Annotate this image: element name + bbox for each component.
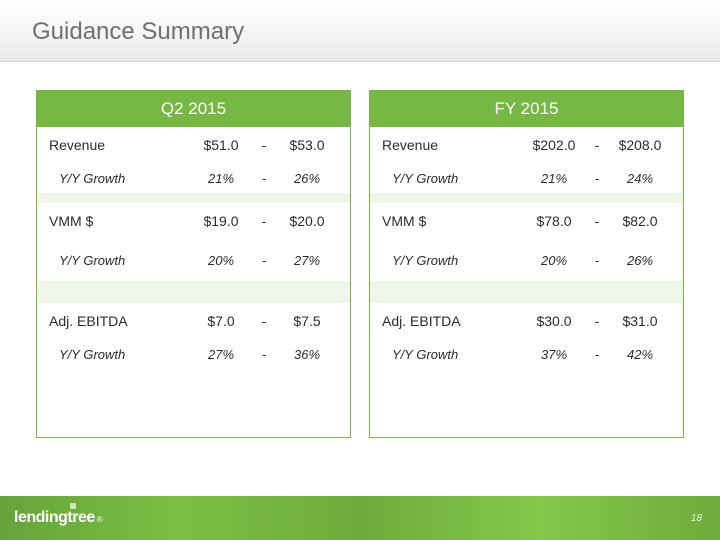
high-value: $31.0 bbox=[609, 313, 671, 329]
high-value: $82.0 bbox=[609, 213, 671, 229]
range-dash: - bbox=[585, 171, 609, 186]
range-dash: - bbox=[252, 347, 276, 362]
range-dash: - bbox=[252, 253, 276, 268]
range-dash: - bbox=[585, 347, 609, 362]
table-row: Y/Y Growth 20% - 26% bbox=[370, 239, 683, 281]
guidance-table: Revenue $51.0 - $53.0 Y/Y Growth 21% - 2… bbox=[37, 127, 350, 369]
metric-label: Y/Y Growth bbox=[382, 253, 523, 268]
table-row: Y/Y Growth 20% - 27% bbox=[37, 239, 350, 281]
panel-fy-2015: FY 2015 Revenue $202.0 - $208.0 Y/Y Grow… bbox=[369, 90, 684, 438]
range-dash: - bbox=[585, 313, 609, 329]
row-spacer bbox=[37, 281, 350, 303]
low-value: 20% bbox=[190, 253, 252, 268]
table-row: Y/Y Growth 27% - 36% bbox=[37, 339, 350, 369]
high-value: 42% bbox=[609, 347, 671, 362]
guidance-table: Revenue $202.0 - $208.0 Y/Y Growth 21% -… bbox=[370, 127, 683, 369]
panel-q2-2015: Q2 2015 Revenue $51.0 - $53.0 Y/Y Growth… bbox=[36, 90, 351, 438]
table-row: VMM $ $19.0 - $20.0 bbox=[37, 203, 350, 239]
high-value: $7.5 bbox=[276, 313, 338, 329]
metric-label: Adj. EBITDA bbox=[382, 313, 523, 329]
row-spacer bbox=[37, 193, 350, 203]
page-title: Guidance Summary bbox=[32, 18, 720, 46]
metric-label: Y/Y Growth bbox=[382, 347, 523, 362]
high-value: 36% bbox=[276, 347, 338, 362]
high-value: $208.0 bbox=[609, 137, 671, 153]
range-dash: - bbox=[252, 171, 276, 186]
range-dash: - bbox=[585, 137, 609, 153]
logo-text: lendingtree bbox=[14, 509, 95, 527]
range-dash: - bbox=[252, 137, 276, 153]
metric-label: Revenue bbox=[382, 137, 523, 153]
high-value: $20.0 bbox=[276, 213, 338, 229]
table-row: VMM $ $78.0 - $82.0 bbox=[370, 203, 683, 239]
metric-label: Y/Y Growth bbox=[49, 253, 190, 268]
table-row: Y/Y Growth 37% - 42% bbox=[370, 339, 683, 369]
table-row: Y/Y Growth 21% - 26% bbox=[37, 163, 350, 193]
metric-label: Y/Y Growth bbox=[49, 171, 190, 186]
range-dash: - bbox=[585, 253, 609, 268]
panel-header: FY 2015 bbox=[370, 91, 683, 127]
high-value: $53.0 bbox=[276, 137, 338, 153]
table-row: Adj. EBITDA $30.0 - $31.0 bbox=[370, 303, 683, 339]
title-bar: Guidance Summary bbox=[0, 0, 720, 62]
high-value: 27% bbox=[276, 253, 338, 268]
low-value: 21% bbox=[190, 171, 252, 186]
logo-leaf-icon bbox=[70, 503, 76, 509]
range-dash: - bbox=[252, 313, 276, 329]
high-value: 24% bbox=[609, 171, 671, 186]
low-value: 27% bbox=[190, 347, 252, 362]
range-dash: - bbox=[585, 213, 609, 229]
table-row: Adj. EBITDA $7.0 - $7.5 bbox=[37, 303, 350, 339]
metric-label: VMM $ bbox=[49, 213, 190, 229]
table-row: Revenue $202.0 - $208.0 bbox=[370, 127, 683, 163]
metric-label: Revenue bbox=[49, 137, 190, 153]
table-row: Revenue $51.0 - $53.0 bbox=[37, 127, 350, 163]
metric-label: Y/Y Growth bbox=[49, 347, 190, 362]
lendingtree-logo: lendingtree ® bbox=[14, 509, 102, 527]
row-spacer bbox=[370, 193, 683, 203]
registered-mark: ® bbox=[97, 515, 102, 524]
low-value: $19.0 bbox=[190, 213, 252, 229]
low-value: $202.0 bbox=[523, 137, 585, 153]
low-value: 37% bbox=[523, 347, 585, 362]
table-row: Y/Y Growth 21% - 24% bbox=[370, 163, 683, 193]
metric-label: VMM $ bbox=[382, 213, 523, 229]
low-value: 21% bbox=[523, 171, 585, 186]
footer-bar: lendingtree ® 18 bbox=[0, 496, 720, 540]
high-value: 26% bbox=[609, 253, 671, 268]
low-value: $7.0 bbox=[190, 313, 252, 329]
low-value: 20% bbox=[523, 253, 585, 268]
panel-header: Q2 2015 bbox=[37, 91, 350, 127]
low-value: $51.0 bbox=[190, 137, 252, 153]
high-value: 26% bbox=[276, 171, 338, 186]
row-spacer bbox=[370, 281, 683, 303]
metric-label: Y/Y Growth bbox=[382, 171, 523, 186]
low-value: $30.0 bbox=[523, 313, 585, 329]
low-value: $78.0 bbox=[523, 213, 585, 229]
metric-label: Adj. EBITDA bbox=[49, 313, 190, 329]
content-area: Q2 2015 Revenue $51.0 - $53.0 Y/Y Growth… bbox=[0, 62, 720, 438]
page-number: 18 bbox=[691, 513, 702, 524]
range-dash: - bbox=[252, 213, 276, 229]
